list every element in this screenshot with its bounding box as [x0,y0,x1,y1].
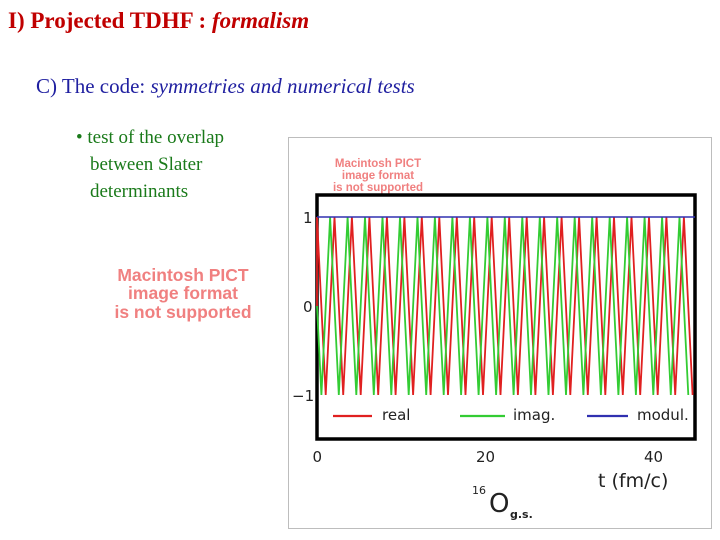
ticks-layer: 1 0 −1 0 20 40 [292,209,663,466]
y-tick-label: 0 [303,298,313,316]
pict-small-line-3: is not supported [332,182,424,195]
title-text: I) Projected TDHF : [8,8,212,33]
nucleus-subscript: g.s. [510,508,533,521]
series-line-real [316,216,694,396]
x-axis-label: t (fm/c) [598,470,668,492]
pict-placeholder-small: Macintosh PICT image format is not suppo… [294,158,462,194]
slide-title: I) Projected TDHF : formalism [8,8,309,34]
series-line-imag [316,216,690,396]
legend-label-modul: modul. [637,406,689,424]
pict-large-line-1: Macintosh PICT [117,265,249,285]
pict-placeholder-large: Macintosh PICT image format is not suppo… [88,265,278,322]
bullet-line-2: between Slater [90,154,203,175]
pict-large-line-2: image format [128,283,238,304]
pict-small-line-2: image format [341,170,415,183]
subtitle-label: C) The code: [36,74,151,98]
bullet-point: • test of the overlap between Slater det… [76,124,224,205]
legend-layer: real imag. modul. [333,406,689,424]
legend-label-real: real [382,406,410,424]
series-layer [316,216,695,396]
pict-large-line-3: is not supported [114,301,252,322]
section-subtitle: C) The code: symmetries and numerical te… [36,74,415,99]
x-tick-label: 20 [476,448,495,466]
x-tick-label: 0 [313,448,323,466]
bullet-line-1: • test of the overlap [76,127,225,148]
x-tick-label: 40 [644,448,663,466]
pict-small-line-1: Macintosh PICT [334,158,422,170]
nucleus-mass: 16 [472,484,486,497]
y-tick-label: 1 [303,209,313,227]
bullet-line-3: determinants [90,181,189,202]
legend-label-imag: imag. [513,406,555,424]
nucleus-symbol: O [489,489,509,519]
subtitle-italic: symmetries and numerical tests [150,74,415,98]
title-italic: formalism [211,8,310,33]
plot-frame [288,137,712,529]
y-tick-label: −1 [292,387,314,405]
